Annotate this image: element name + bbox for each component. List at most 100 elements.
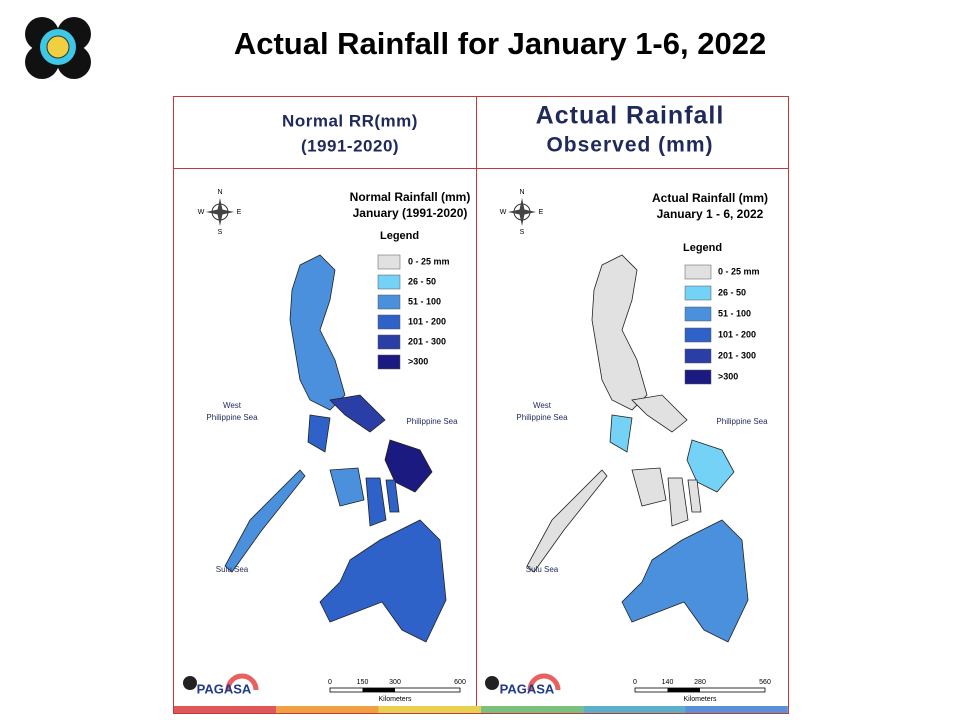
- compass: [206, 198, 234, 226]
- sea-label: Philippine Sea: [406, 417, 458, 426]
- legend-swatch: [377, 294, 401, 310]
- island: [385, 479, 400, 513]
- scale-tick: 300: [389, 679, 401, 686]
- island: [631, 467, 667, 507]
- sea-label: Sulu Sea: [216, 565, 249, 574]
- island: [319, 519, 447, 643]
- strip-segment: [480, 706, 584, 713]
- logo: [24, 16, 92, 79]
- legend-swatch: [684, 327, 712, 343]
- legend-label: 26 - 50: [718, 287, 746, 297]
- island: [687, 479, 702, 513]
- compass-letter: N: [217, 189, 222, 196]
- panel-heading: Observed (mm): [546, 134, 713, 157]
- legend-label: 101 - 200: [408, 316, 446, 326]
- sea-label: Philippine Sea: [516, 413, 568, 422]
- strip-segment: [685, 706, 788, 713]
- panel: Actual Rainfall Observed (mm) N E S W Actual R…: [485, 102, 771, 703]
- compass-letter: N: [519, 189, 524, 196]
- island: [329, 467, 365, 507]
- legend-label: >300: [408, 356, 428, 366]
- strip-segment: [378, 706, 481, 713]
- island: [365, 477, 387, 527]
- legend-swatch: [684, 264, 712, 280]
- island: [526, 469, 608, 573]
- footer-strip: [174, 706, 788, 713]
- compass-letter: E: [539, 209, 544, 216]
- compass: [508, 198, 536, 226]
- legend-label: 201 - 300: [408, 336, 446, 346]
- compass-letter: S: [218, 229, 223, 236]
- legend-label: 101 - 200: [718, 329, 756, 339]
- panel-heading: Actual Rainfall: [536, 102, 725, 130]
- logo-text: PAGASA: [197, 681, 252, 696]
- map-title: January (1991-2020): [353, 206, 468, 220]
- legend-swatch: [684, 306, 712, 322]
- compass-letter: W: [198, 209, 205, 216]
- panel: Normal RR(mm) (1991-2020) N E S W Normal Rainf…: [183, 111, 471, 703]
- compass-letter: S: [520, 229, 525, 236]
- scale-tick: 0: [328, 679, 332, 686]
- legend-label: >300: [718, 371, 738, 381]
- island: [307, 414, 331, 453]
- sea-label: Sulu Sea: [526, 565, 559, 574]
- legend-label: 0 - 25 mm: [408, 256, 450, 266]
- compass-letter: W: [500, 209, 507, 216]
- legend-label: 0 - 25 mm: [718, 266, 760, 276]
- strip-segment: [583, 706, 686, 713]
- legend-swatch: [377, 314, 401, 330]
- scale-bar: [362, 688, 395, 692]
- island: [329, 394, 386, 433]
- scale-bar: [667, 688, 700, 692]
- legend-swatch: [377, 354, 401, 370]
- legend-label: 26 - 50: [408, 276, 436, 286]
- island: [609, 414, 633, 453]
- panel-heading: (1991-2020): [301, 136, 399, 155]
- sea-label: Philippine Sea: [716, 417, 768, 426]
- logo-rainbow: [527, 673, 561, 691]
- sea-label: West: [533, 401, 552, 410]
- island: [686, 439, 735, 493]
- island: [289, 254, 346, 411]
- island: [591, 254, 648, 411]
- scale-tick: 560: [759, 679, 771, 686]
- legend-title: Legend: [380, 230, 419, 242]
- island: [224, 469, 306, 573]
- map-title: January 1 - 6, 2022: [657, 207, 764, 221]
- island: [631, 394, 688, 433]
- logo-mark: [485, 676, 499, 690]
- sea-label: Philippine Sea: [206, 413, 258, 422]
- strip-segment: [174, 706, 277, 713]
- logo-rainbow: [225, 673, 259, 691]
- logo-part: [46, 35, 70, 59]
- legend-label: 51 - 100: [718, 308, 751, 318]
- legend-label: 201 - 300: [718, 350, 756, 360]
- legend-swatch: [684, 348, 712, 364]
- slide-title: Actual Rainfall for January 1-6, 2022: [234, 26, 766, 61]
- map-title: Normal Rainfall (mm): [350, 190, 471, 204]
- scale-tick: 600: [454, 679, 466, 686]
- scale-tick: 150: [357, 679, 369, 686]
- strip-segment: [276, 706, 379, 713]
- island: [384, 439, 433, 493]
- map-title: Actual Rainfall (mm): [652, 191, 768, 205]
- legend-swatch: [377, 274, 401, 290]
- scale-unit: Kilometers: [683, 696, 717, 703]
- compass-letter: E: [237, 209, 242, 216]
- legend-title: Legend: [683, 242, 722, 254]
- legend-swatch: [377, 254, 401, 270]
- legend-swatch: [684, 285, 712, 301]
- frame: [173, 96, 789, 714]
- scale-unit: Kilometers: [378, 696, 412, 703]
- legend-swatch: [684, 369, 712, 385]
- sea-label: West: [223, 401, 242, 410]
- legend-label: 51 - 100: [408, 296, 441, 306]
- island: [621, 519, 749, 643]
- panel-heading: Normal RR(mm): [282, 111, 418, 130]
- scale-tick: 140: [662, 679, 674, 686]
- island: [667, 477, 689, 527]
- legend-swatch: [377, 334, 401, 350]
- scale-tick: 0: [633, 679, 637, 686]
